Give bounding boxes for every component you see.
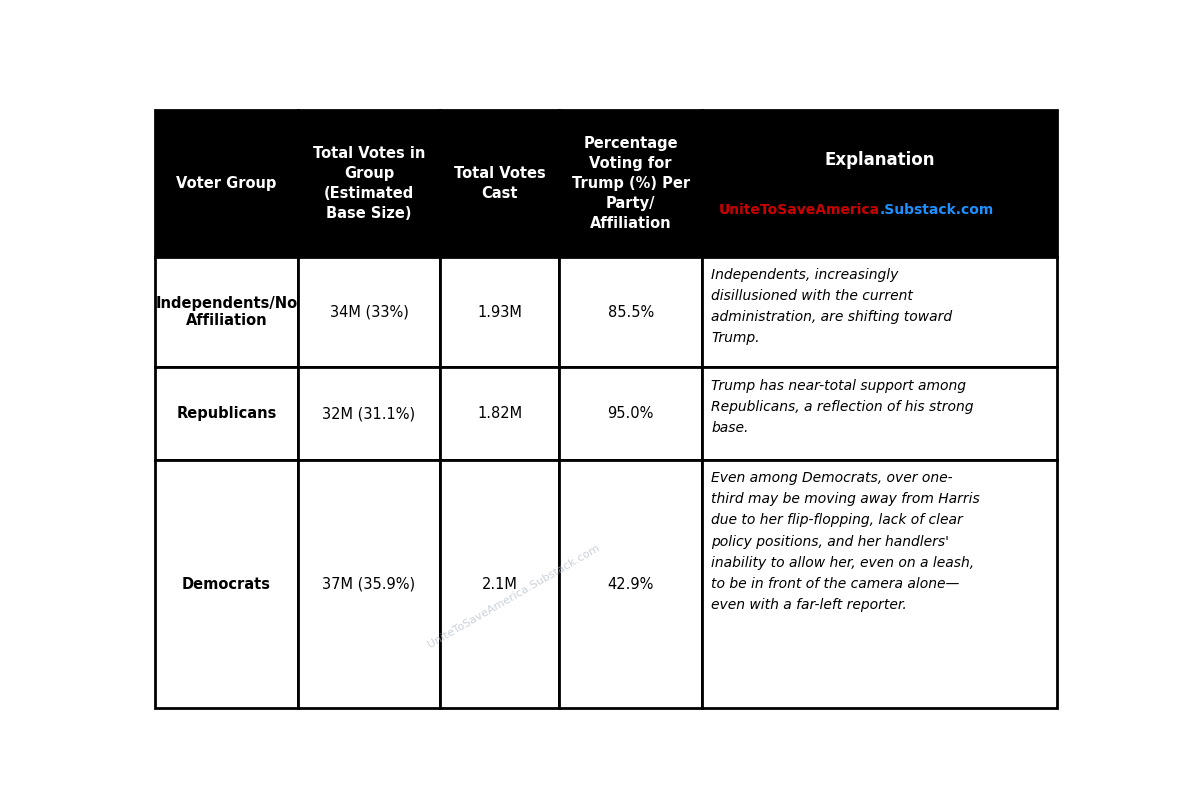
Bar [155,257,298,368]
Bar [440,257,560,368]
Bar [298,110,440,257]
Bar [702,110,1058,257]
Bar [560,460,702,708]
Text: Explanation: Explanation [825,151,935,169]
Text: Republicans: Republicans [176,406,277,422]
Text: Independents/No
Affiliation: Independents/No Affiliation [155,296,298,328]
Text: 42.9%: 42.9% [607,576,654,592]
Bar [298,460,440,708]
Text: 34M (33%): 34M (33%) [330,305,408,320]
Bar [298,368,440,460]
Text: 2.1M: 2.1M [481,576,518,592]
Bar [298,257,440,368]
Bar [702,368,1058,460]
Bar [560,110,702,257]
Text: Independents, increasingly
disillusioned with the current
administration, are sh: Independents, increasingly disillusioned… [711,268,952,346]
Text: 1.93M: 1.93M [478,305,522,320]
Text: .Substack.com: .Substack.com [880,202,994,217]
Text: 37M (35.9%): 37M (35.9%) [323,576,415,592]
Text: Even among Democrats, over one-
third may be moving away from Harris
due to her : Even among Democrats, over one- third ma… [711,472,980,612]
Bar [440,110,560,257]
Text: Voter Group: Voter Group [176,176,277,191]
Text: 85.5%: 85.5% [608,305,654,320]
Text: UniteToSaveAmerica: UniteToSaveAmerica [718,202,880,217]
Text: Trump has near-total support among
Republicans, a reflection of his strong
base.: Trump has near-total support among Repub… [711,379,974,435]
Text: UniteToSaveAmerica.Substack.com: UniteToSaveAmerica.Substack.com [426,543,601,650]
Bar [702,257,1058,368]
Text: 1.82M: 1.82M [477,406,523,422]
Text: Democrats: Democrats [182,576,271,592]
Bar [155,110,298,257]
Text: 32M (31.1%): 32M (31.1%) [323,406,415,422]
Bar [440,368,560,460]
Text: 95.0%: 95.0% [607,406,654,422]
Bar [155,368,298,460]
Bar [560,368,702,460]
Bar [440,460,560,708]
Text: Percentage
Voting for
Trump (%) Per
Party/
Affiliation: Percentage Voting for Trump (%) Per Part… [571,136,690,231]
Bar [560,257,702,368]
Text: Total Votes in
Group
(Estimated
Base Size): Total Votes in Group (Estimated Base Siz… [312,147,425,221]
Bar [155,460,298,708]
Text: Total Votes
Cast: Total Votes Cast [454,166,545,201]
Bar [702,460,1058,708]
